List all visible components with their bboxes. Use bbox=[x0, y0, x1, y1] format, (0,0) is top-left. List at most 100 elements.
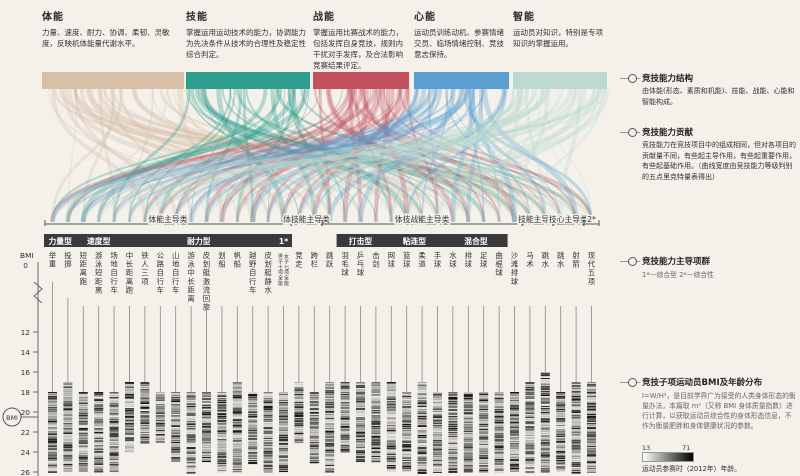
bmi-stripe bbox=[248, 392, 258, 394]
bmi-stripe bbox=[232, 421, 242, 424]
bmi-stripe bbox=[217, 446, 227, 448]
bmi-stripe bbox=[109, 470, 119, 473]
flow-line bbox=[173, 88, 377, 223]
flow-line bbox=[74, 88, 578, 223]
bmi-stripe bbox=[279, 395, 288, 398]
bmi-stripe bbox=[171, 405, 181, 407]
bmi-stripe bbox=[109, 455, 119, 457]
bmi-stripe bbox=[587, 424, 596, 427]
bmi-stripe bbox=[309, 410, 319, 412]
bmi-stripe bbox=[356, 417, 365, 419]
flow-line bbox=[318, 88, 332, 223]
bmi-stripe bbox=[78, 439, 88, 441]
bmi-stripe bbox=[510, 437, 519, 439]
flow-line bbox=[151, 88, 346, 223]
bmi-stripe bbox=[263, 442, 273, 444]
bmi-stripe bbox=[140, 432, 150, 434]
bmi-stripe bbox=[371, 432, 381, 434]
bmi-stripe bbox=[371, 405, 381, 408]
bmi-stripe bbox=[325, 392, 335, 394]
bmi-stripe bbox=[494, 453, 504, 455]
bmi-stripe bbox=[571, 454, 581, 455]
bmi-stripe bbox=[232, 437, 242, 439]
bmi-stripe bbox=[371, 427, 381, 429]
bmi-stripe bbox=[140, 433, 150, 436]
bmi-stripe bbox=[109, 416, 119, 419]
bmi-stripe bbox=[109, 409, 119, 411]
bmi-stripe bbox=[556, 410, 566, 412]
bmi-stripe bbox=[386, 469, 396, 471]
bmi-stripe bbox=[171, 434, 181, 436]
bmi-stripe bbox=[186, 396, 196, 399]
bmi-stripe bbox=[325, 410, 335, 413]
bmi-stripe bbox=[479, 467, 489, 470]
bmi-stripe bbox=[232, 414, 242, 416]
bmi-stripe bbox=[386, 432, 396, 434]
bmi-stripe bbox=[263, 463, 273, 465]
bmi-stripe bbox=[140, 440, 150, 442]
bmi-stripe bbox=[525, 452, 535, 454]
bmi-stripe bbox=[356, 443, 365, 445]
sport-label: 短距离跑 bbox=[80, 251, 88, 286]
bmi-stripe bbox=[433, 407, 442, 409]
bmi-stripe bbox=[587, 438, 596, 440]
bmi-stripe bbox=[186, 450, 196, 452]
bmi-stripe bbox=[94, 403, 104, 405]
bmi-stripe bbox=[309, 447, 319, 450]
bmi-stripe bbox=[448, 396, 458, 400]
flow-line bbox=[296, 88, 463, 223]
bmi-stripe bbox=[448, 454, 458, 457]
side-notes: 竞技能力结构 由体能(形态、素质和机能)、技能、战能、心能和智能构成。 竞技能力… bbox=[620, 0, 800, 476]
bmi-stripe bbox=[371, 389, 381, 391]
sport-label: 竞走 bbox=[295, 251, 303, 269]
flow-line bbox=[266, 88, 382, 223]
bmi-stripe bbox=[571, 457, 581, 460]
bmi-stripe bbox=[571, 406, 581, 408]
bmi-stripe bbox=[279, 392, 288, 394]
bmi-stripe bbox=[94, 455, 104, 458]
bmi-stripe bbox=[540, 441, 550, 444]
bmi-stripe bbox=[525, 462, 535, 465]
subgroup-bar bbox=[121, 234, 277, 247]
bmi-stripe bbox=[248, 426, 258, 428]
bmi-stripe bbox=[232, 458, 242, 461]
bmi-stripe bbox=[356, 456, 365, 458]
bmi-stripe bbox=[63, 403, 73, 405]
bmi-stripe bbox=[63, 453, 73, 455]
ability-title: 心能 bbox=[414, 12, 436, 23]
bmi-stripe bbox=[155, 430, 165, 431]
bmi-stripe bbox=[94, 429, 104, 431]
bmi-stripe bbox=[232, 398, 242, 401]
bmi-stripe bbox=[202, 430, 211, 433]
bmi-stripe bbox=[556, 422, 566, 424]
flow-line bbox=[312, 88, 524, 223]
bmi-stripe bbox=[540, 399, 550, 401]
flow-line bbox=[80, 88, 471, 223]
bmi-stripe bbox=[417, 395, 427, 398]
bmi-stripe bbox=[309, 459, 319, 461]
flow-line bbox=[348, 88, 363, 223]
bmi-stripe bbox=[386, 428, 396, 430]
ability-desc: 掌握运用比赛战术的能力，包括发挥自身竞技，规则内干扰对手发挥，及合法影响竞赛结果… bbox=[313, 28, 403, 70]
bmi-stripe bbox=[525, 390, 535, 392]
bmi-stripe bbox=[263, 450, 273, 453]
bmi-stripe bbox=[463, 408, 473, 410]
bmi-stripe bbox=[155, 403, 165, 406]
bmi-stripe bbox=[309, 412, 319, 414]
bmi-stripe bbox=[356, 395, 365, 398]
axis-title: BMI bbox=[20, 251, 34, 260]
bmi-stripe bbox=[325, 451, 335, 454]
bmi-stripe bbox=[78, 463, 88, 465]
bmi-stripe bbox=[186, 452, 196, 454]
bmi-stripe bbox=[202, 419, 211, 421]
bmi-stripe bbox=[386, 421, 396, 422]
bmi-stripe bbox=[125, 401, 134, 403]
bmi-stripe bbox=[571, 433, 581, 435]
bmi-stripe bbox=[463, 461, 473, 463]
bmi-stripe bbox=[571, 398, 581, 401]
bmi-stripe bbox=[63, 392, 73, 394]
bmi-stripe bbox=[309, 433, 319, 436]
bmi-stripe bbox=[171, 392, 181, 394]
bmi-stripe bbox=[94, 437, 104, 440]
bmi-stripe bbox=[294, 397, 304, 399]
